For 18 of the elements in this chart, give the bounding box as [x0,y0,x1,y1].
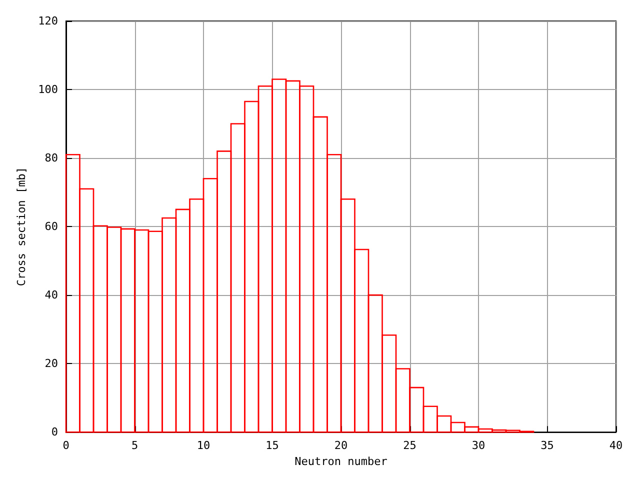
x-tick-label: 10 [196,439,210,452]
x-tick-label: 5 [131,439,138,452]
y-tick-label: 40 [44,288,58,302]
x-tick-label: 30 [472,439,486,452]
y-tick-label: 80 [44,152,58,165]
x-tick-label: 0 [62,439,70,452]
x-tick-label: 40 [609,439,623,452]
y-tick-label: 20 [44,357,58,370]
y-axis-title: Cross section [mb] [15,166,28,286]
x-tick-label: 20 [334,439,348,452]
x-tick-label: 35 [540,439,554,452]
x-tick-label: 25 [403,439,416,452]
y-tick-label: 60 [44,220,58,234]
x-tick-label: 15 [266,439,279,452]
y-tick-label: 100 [38,83,58,96]
y-tick-label: 0 [51,426,58,439]
x-axis-title: Neutron number [294,455,388,468]
y-tick-label: 120 [38,14,58,28]
